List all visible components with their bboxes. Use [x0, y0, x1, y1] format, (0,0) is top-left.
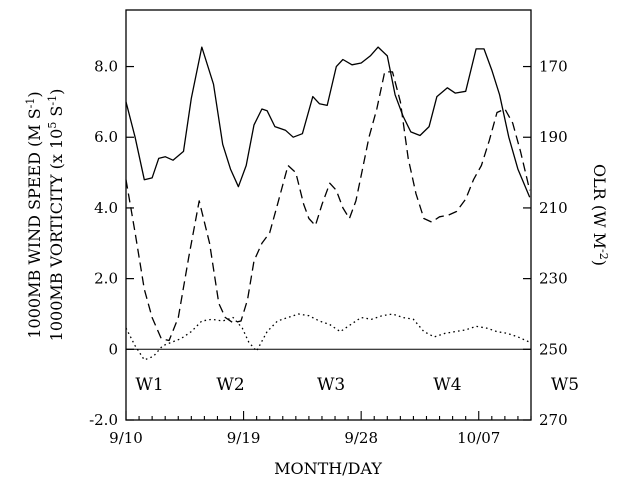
right-tick-label: 170	[539, 58, 568, 76]
x-tick-label: 9/10	[109, 429, 143, 447]
wave-label: W3	[317, 375, 345, 395]
wave-label: W2	[216, 375, 244, 395]
left-tick-label: 6.0	[94, 128, 118, 146]
right-tick-label: 190	[539, 128, 568, 146]
right-tick-label: 270	[539, 411, 568, 429]
plot-frame	[125, 9, 532, 421]
wave-label: W5	[551, 375, 579, 395]
y-axis-title-wind: 1000MB WIND SPEED (M S-1)	[24, 91, 44, 338]
x-axis-title: MONTH/DAY	[274, 459, 382, 478]
y-axis-title-vorticity: 1000MB VORTICITY (x 105 S-1)	[46, 89, 66, 342]
left-tick-label: 4.0	[94, 199, 118, 217]
series-layer	[125, 46, 531, 361]
left-tick-label: -2.0	[89, 411, 118, 429]
x-tick-label: 10/07	[457, 429, 500, 447]
wave-label: W1	[135, 375, 163, 395]
series-solid	[125, 46, 531, 198]
left-tick-label: 8.0	[94, 58, 118, 76]
right-tick-label: 250	[539, 340, 568, 358]
wave-label: W4	[433, 375, 461, 395]
series-dashed	[125, 71, 531, 342]
right-tick-label: 210	[539, 199, 568, 217]
series-dotted	[125, 313, 530, 361]
x-tick-label: 9/19	[227, 429, 261, 447]
ticks: -2.0 0 2.0 4.0 6.0 8.0 170 190 210 230 250 270 9/10 9…	[89, 58, 568, 447]
right-tick-label: 230	[539, 270, 568, 288]
left-tick-label: 2.0	[94, 270, 118, 288]
x-tick-label: 9/28	[344, 429, 378, 447]
left-tick-label: 0	[108, 340, 118, 358]
y-axis-title-olr: OLR (W M-2)	[590, 164, 610, 266]
wave-labels: W1 W2 W3 W4 W5	[135, 375, 579, 395]
